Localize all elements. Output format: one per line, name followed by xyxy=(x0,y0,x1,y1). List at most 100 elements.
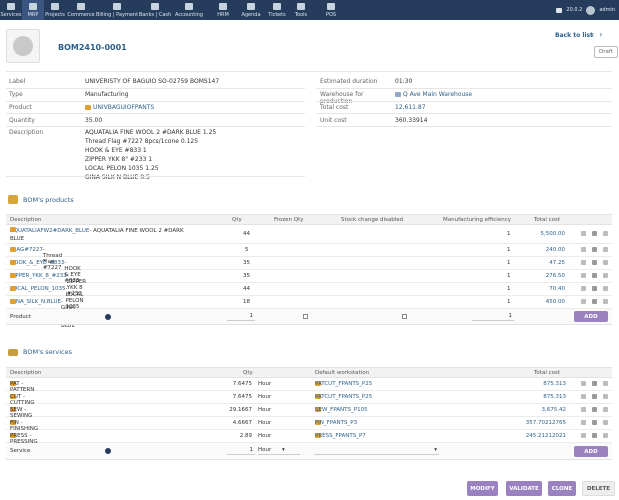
edit-icon[interactable] xyxy=(581,260,586,265)
product-link[interactable]: ZIPPER_YKK_8_#233 xyxy=(10,273,67,279)
modify-button[interactable]: MODIFY xyxy=(467,481,498,496)
nav-label: Commerce xyxy=(67,11,95,18)
workstation-icon xyxy=(315,381,321,386)
delete-icon[interactable] xyxy=(592,231,597,236)
nav-hrm[interactable]: HRM xyxy=(212,0,234,20)
next-record-icon[interactable]: › xyxy=(599,30,603,39)
workstation-link[interactable]: PRESS_FPANTS_P7 xyxy=(315,433,366,439)
stock-change-checkbox[interactable] xyxy=(402,314,407,319)
box-icon xyxy=(8,195,18,204)
field-quantity: Quantity 35.00 xyxy=(9,117,102,124)
warehouse-name: Q Ave Main Warehouse xyxy=(403,91,473,98)
printer-icon[interactable] xyxy=(556,7,563,13)
edit-icon[interactable] xyxy=(581,247,586,252)
edit-icon[interactable] xyxy=(581,420,586,425)
add-service-button[interactable]: ADD xyxy=(574,446,608,457)
edit-icon[interactable] xyxy=(581,394,586,399)
move-icon[interactable] xyxy=(603,247,608,252)
user-name[interactable]: admin xyxy=(599,7,615,13)
efficiency-input[interactable]: 1 xyxy=(472,312,514,321)
delete-icon[interactable] xyxy=(592,299,597,304)
workstation-link[interactable]: SEW_FPANTS_P105 xyxy=(315,407,368,413)
product-link[interactable]: GINA_SILK_N.BLUE xyxy=(10,299,61,305)
table-row: PRESS - PRESSING 2.89 Hour PRESS_FPANTS_… xyxy=(6,430,612,445)
move-icon[interactable] xyxy=(603,394,608,399)
move-icon[interactable] xyxy=(603,407,608,412)
add-product-row: Product 1 1 ADD xyxy=(6,309,612,325)
edit-icon[interactable] xyxy=(581,231,586,236)
edit-icon[interactable] xyxy=(581,407,586,412)
nav-tickets[interactable]: Tickets xyxy=(264,0,290,20)
row-actions xyxy=(581,231,608,236)
delete-icon[interactable] xyxy=(592,381,597,386)
nav-banks[interactable]: Banks | Cash xyxy=(138,0,172,20)
nav-services[interactable]: Services xyxy=(0,0,22,20)
prev-record-icon[interactable]: ‹ xyxy=(591,30,595,39)
product-link[interactable]: LOCAL_PELON_1035 xyxy=(10,286,66,292)
product-qty-input[interactable]: 1 xyxy=(227,312,255,321)
nav-commerce[interactable]: Commerce xyxy=(66,0,96,20)
validate-button[interactable]: VALIDATE xyxy=(506,481,542,496)
nav-billing[interactable]: Billing | Payment xyxy=(96,0,138,20)
move-icon[interactable] xyxy=(603,273,608,278)
move-icon[interactable] xyxy=(603,286,608,291)
nav-label: Tools xyxy=(294,11,308,18)
add-service-icon[interactable] xyxy=(105,448,111,454)
product-link[interactable]: FLAG#7227 xyxy=(10,247,43,253)
delete-icon[interactable] xyxy=(592,286,597,291)
delete-icon[interactable] xyxy=(592,394,597,399)
delete-icon[interactable] xyxy=(592,260,597,265)
nav-pos[interactable]: POS xyxy=(320,0,342,20)
product-photo[interactable] xyxy=(6,29,40,63)
move-icon[interactable] xyxy=(603,433,608,438)
delete-icon[interactable] xyxy=(592,433,597,438)
add-product-icon[interactable] xyxy=(105,314,111,320)
product-link[interactable]: UNIVBAGUIOFPANTS xyxy=(85,104,154,111)
workstation-link[interactable]: FIN_FPANTS_P3 xyxy=(315,420,358,426)
edit-icon[interactable] xyxy=(581,381,586,386)
field-value: UNIVERISTY OF BAGUIO SO-02759 BOMS147 xyxy=(85,78,220,85)
move-icon[interactable] xyxy=(603,381,608,386)
delete-icon[interactable] xyxy=(592,247,597,252)
service-qty-input[interactable]: 1 xyxy=(227,446,255,455)
pos-icon xyxy=(327,2,335,10)
nav-label: POS xyxy=(325,11,337,18)
delete-icon[interactable] xyxy=(592,407,597,412)
move-icon[interactable] xyxy=(603,420,608,425)
warehouse-link[interactable]: Q Ave Main Warehouse xyxy=(395,91,472,105)
add-product-button[interactable]: ADD xyxy=(574,311,608,322)
unit-select[interactable]: Hour ▾ xyxy=(258,446,300,455)
field-name: Total cost xyxy=(320,104,349,111)
workstation-link[interactable]: PATCUT_FPANTS_P25 xyxy=(315,381,373,387)
nav-agenda[interactable]: Agenda xyxy=(238,0,264,20)
product-link[interactable]: AQUATALIAFW2#DARK_BLUE xyxy=(10,228,90,234)
field-type: Type Manufacturing xyxy=(9,91,128,98)
edit-icon[interactable] xyxy=(581,286,586,291)
move-icon[interactable] xyxy=(603,260,608,265)
delete-icon[interactable] xyxy=(592,420,597,425)
delete-button[interactable]: DELETE xyxy=(582,481,615,496)
nav-projects[interactable]: Projects xyxy=(44,0,66,20)
edit-icon[interactable] xyxy=(581,433,586,438)
nav-mrp[interactable]: MRP xyxy=(22,0,44,20)
nav-tools[interactable]: Tools xyxy=(290,0,312,20)
back-to-list-link[interactable]: Back to list xyxy=(555,32,593,39)
col-efficiency: Manufacturing efficiency xyxy=(443,217,511,223)
col-description: Description xyxy=(10,370,42,376)
clone-button[interactable]: CLONE xyxy=(548,481,576,496)
delete-icon[interactable] xyxy=(592,273,597,278)
move-icon[interactable] xyxy=(603,299,608,304)
workstation-link[interactable]: PATCUT_FPANTS_P25 xyxy=(315,394,373,400)
add-product-label: Product xyxy=(10,314,31,320)
move-icon[interactable] xyxy=(603,231,608,236)
workstation-select[interactable]: ▾ xyxy=(314,446,439,455)
frozen-checkbox[interactable] xyxy=(303,314,308,319)
avatar[interactable] xyxy=(586,5,596,15)
field-name: Type xyxy=(9,91,23,98)
edit-icon[interactable] xyxy=(581,273,586,278)
nav-accounting[interactable]: Accounting xyxy=(172,0,206,20)
product-link[interactable]: HOOK_&_EYE_#833 xyxy=(10,260,65,266)
tickets-icon xyxy=(273,2,281,10)
col-description: Description xyxy=(10,217,42,223)
edit-icon[interactable] xyxy=(581,299,586,304)
